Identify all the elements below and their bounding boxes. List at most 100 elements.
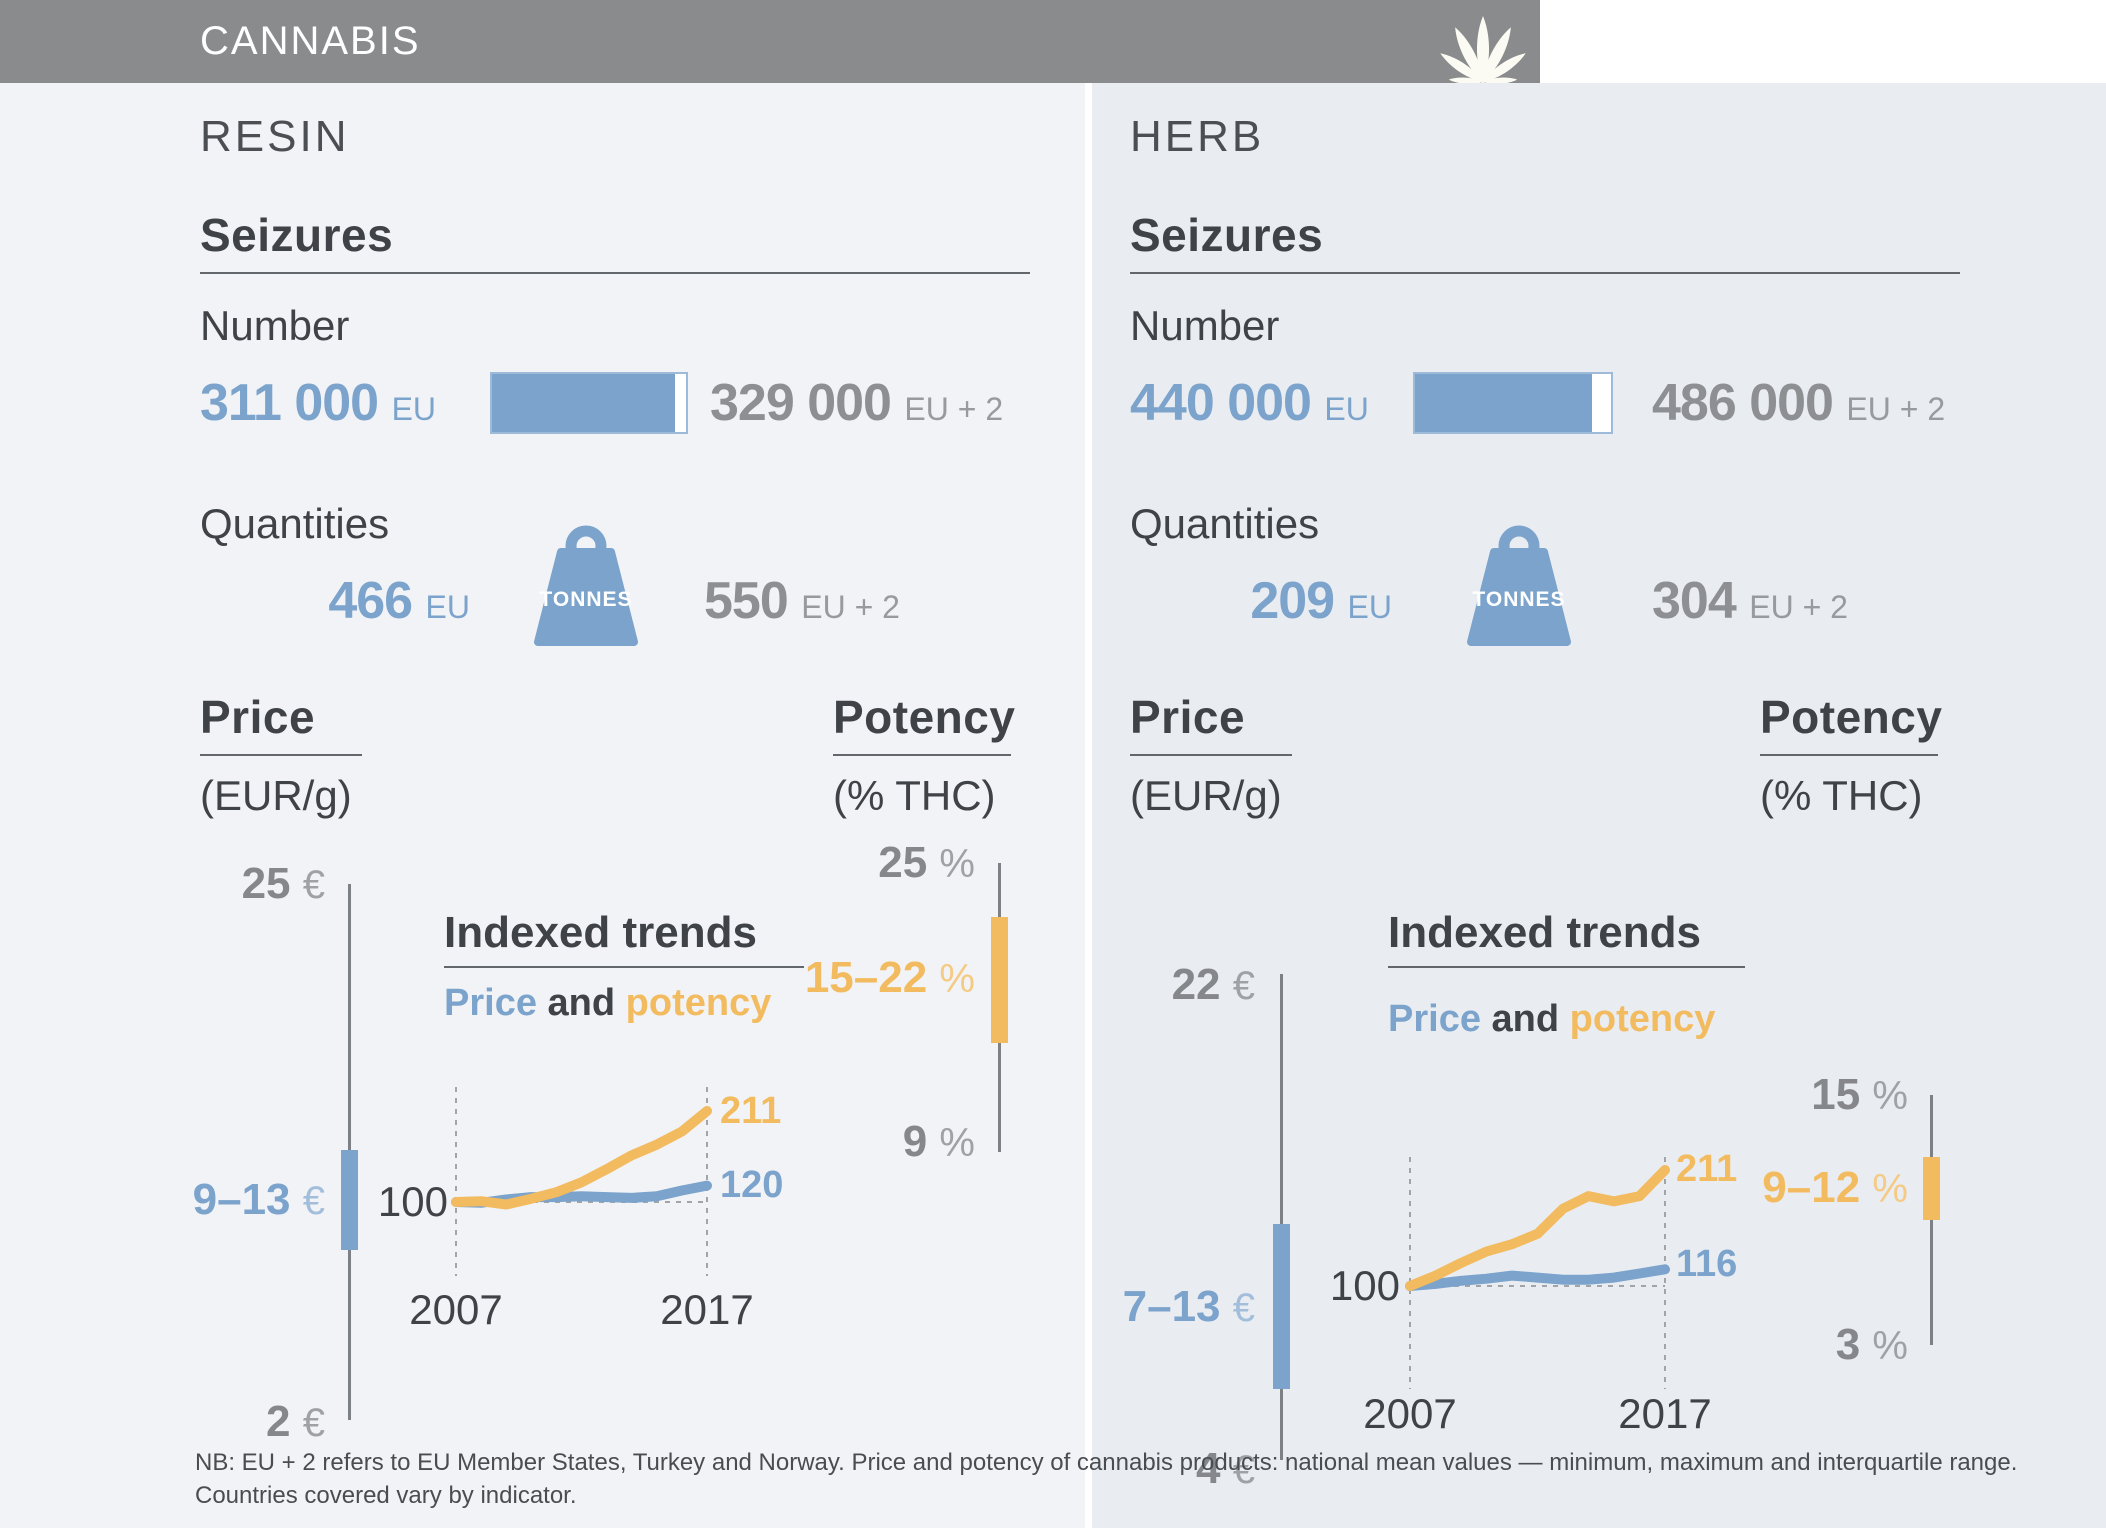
euro-symbol: € [1232, 1286, 1255, 1330]
herb-seizures-heading: Seizures [1130, 209, 1324, 261]
resin-qty-eu: 466 EU [200, 570, 470, 638]
resin-potency-range-value: 15–22 [804, 953, 928, 1002]
resin-qty-eu2-suffix: EU + 2 [801, 589, 900, 625]
herb-price-heading: Price [1130, 691, 1246, 743]
herb-price-range-label: 7–13 € [1035, 1281, 1255, 1334]
resin-potency-min-label: 9 % [755, 1116, 975, 1169]
resin-price-min-label: 2 € [105, 1396, 325, 1449]
resin-trend-chart [451, 1087, 712, 1276]
herb-price-line [1405, 1264, 1670, 1291]
herb-price-range-value: 7–13 [1122, 1282, 1221, 1331]
resin-number-eu2: 329 000 EU + 2 [710, 372, 1003, 440]
resin-quantities-label: Quantities [200, 500, 390, 547]
herb-price-rule [1130, 754, 1292, 756]
cannabis-leaf-icon [1437, 16, 1529, 83]
resin-title: RESIN [200, 112, 350, 161]
footnote-line-1: NB: EU + 2 refers to EU Member States, T… [195, 1449, 2018, 1476]
legend-price: Price [444, 982, 537, 1024]
resin-seizures-heading: Seizures [200, 209, 394, 261]
herb-number-eu2: 486 000 EU + 2 [1652, 372, 1945, 440]
resin-number-bar-fill [492, 374, 676, 432]
euro-symbol: € [302, 1401, 325, 1445]
resin-year-start: 2007 [409, 1286, 503, 1333]
percent-symbol: % [939, 957, 975, 1001]
euro-symbol: € [302, 1179, 325, 1223]
tonnes-label: TONNES [1472, 588, 1565, 611]
herb-qty-eu2-suffix: EU + 2 [1749, 589, 1848, 625]
herb-potency-whisker-line [1930, 1095, 1933, 1345]
percent-symbol: % [939, 1121, 975, 1165]
herb-potency-range-value: 9–12 [1762, 1163, 1861, 1212]
resin-price-unit: (EUR/g) [200, 772, 352, 819]
resin-price-iqr-bar [341, 1150, 358, 1250]
resin-price-range-label: 9–13 € [105, 1174, 325, 1227]
herb-potency-range-label: 9–12 % [1688, 1162, 1908, 1215]
resin-seizures-rule [200, 272, 1030, 274]
herb-number-eu-value: 440 000 [1130, 374, 1312, 432]
resin-potency-min-value: 9 [902, 1117, 928, 1166]
herb-number-eu2-value: 486 000 [1652, 374, 1834, 432]
page-title: CANNABIS [200, 19, 421, 63]
resin-baseline-label: 100 [377, 1178, 448, 1225]
resin-price-heading: Price [200, 691, 316, 743]
resin-year-end: 2017 [660, 1286, 754, 1333]
resin-potency-line [451, 1106, 712, 1210]
herb-baseline-label: 100 [1329, 1262, 1400, 1309]
herb-potency-max-value: 15 [1811, 1070, 1861, 1119]
herb-potency-end-label: 211 [1676, 1148, 1738, 1190]
herb-number-label: Number [1130, 302, 1280, 349]
euro-symbol: € [302, 863, 325, 907]
legend-price: Price [1388, 998, 1481, 1040]
header-bar: CANNABIS [0, 0, 1540, 83]
herb-trends-rule [1388, 966, 1745, 968]
herb-potency-iqr-bar [1923, 1157, 1940, 1220]
resin-potency-max-label: 25 % [755, 837, 975, 890]
percent-symbol: % [1872, 1074, 1908, 1118]
resin-qty-eu-suffix: EU [425, 589, 470, 625]
resin-potency-unit: (% THC) [833, 772, 996, 819]
resin-number-eu-suffix: EU [391, 391, 437, 427]
herb-qty-eu-value: 209 [1250, 572, 1335, 630]
herb-trends-legend: Price and potency [1388, 998, 1715, 1041]
resin-trends-legend: Price and potency [444, 982, 771, 1025]
herb-panel [1092, 83, 2106, 1528]
herb-price-max-label: 22 € [1035, 959, 1255, 1012]
resin-potency-end-label: 211 [720, 1090, 782, 1132]
herb-year-end: 2017 [1618, 1390, 1712, 1437]
resin-trends-heading: Indexed trends [444, 908, 757, 957]
herb-qty-eu2-value: 304 [1652, 572, 1737, 630]
herb-number-bar [1413, 372, 1613, 434]
herb-price-min-value: 4 [1196, 1444, 1221, 1493]
herb-potency-max-label: 15 % [1688, 1069, 1908, 1122]
herb-price-min-label: 4 € [1035, 1443, 1255, 1496]
resin-number-eu: 311 000 EU [200, 372, 436, 440]
legend-potency: potency [625, 982, 772, 1024]
legend-and: and [1491, 998, 1560, 1040]
tonnes-weight-icon: TONNES [534, 525, 638, 646]
herb-price-max-value: 22 [1171, 960, 1221, 1009]
resin-price-min-value: 2 [266, 1397, 291, 1446]
resin-qty-eu2: 550 EU + 2 [704, 570, 900, 638]
herb-qty-eu2: 304 EU + 2 [1652, 570, 1848, 638]
resin-number-eu2-value: 329 000 [710, 374, 892, 432]
herb-potency-unit: (% THC) [1760, 772, 1923, 819]
tonnes-weight-icon: TONNES [1467, 525, 1571, 646]
herb-qty-eu-suffix: EU [1347, 589, 1392, 625]
herb-number-eu2-suffix: EU + 2 [1846, 391, 1946, 427]
herb-year-start: 2007 [1363, 1390, 1457, 1437]
resin-qty-eu-value: 466 [328, 572, 413, 630]
percent-symbol: % [1872, 1324, 1908, 1368]
resin-price-range-value: 9–13 [192, 1175, 291, 1224]
legend-potency: potency [1569, 998, 1716, 1040]
herb-title: HERB [1130, 112, 1265, 161]
footnote-line-2: Countries covered vary by indicator. [195, 1482, 577, 1509]
herb-qty-eu: 209 EU [1130, 570, 1392, 638]
resin-number-eu2-suffix: EU + 2 [904, 391, 1004, 427]
resin-potency-max-value: 25 [878, 838, 928, 887]
resin-potency-range-label: 15–22 % [755, 952, 975, 1005]
resin-price-rule [200, 754, 362, 756]
resin-trends-rule [444, 966, 804, 968]
euro-symbol: € [1232, 964, 1255, 1008]
herb-trends-heading: Indexed trends [1388, 908, 1701, 957]
